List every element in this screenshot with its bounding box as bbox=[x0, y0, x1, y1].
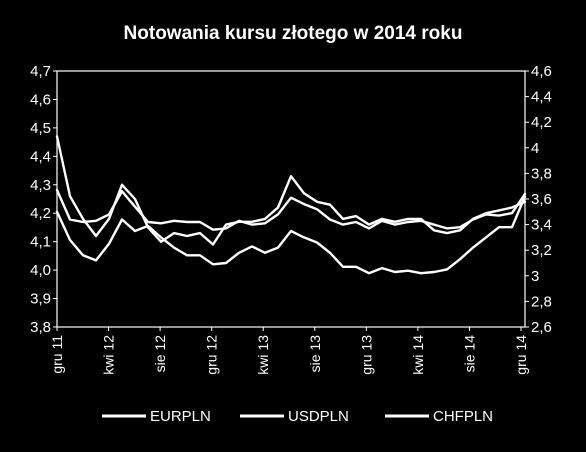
x-tick-label: sie 14 bbox=[461, 335, 477, 373]
series-usdpln-line bbox=[55, 195, 527, 275]
series-eurpln-line bbox=[55, 135, 527, 246]
right-tick-label: 4,4 bbox=[531, 89, 552, 106]
x-tick-label: gru 13 bbox=[358, 335, 374, 375]
right-tick-label: 3 bbox=[531, 268, 539, 285]
left-tick-label: 4,7 bbox=[30, 63, 51, 80]
right-tick-label: 4,2 bbox=[531, 114, 552, 131]
right-tick-label: 4,6 bbox=[531, 63, 552, 80]
chart-title: Notowania kursu złotego w 2014 roku bbox=[124, 23, 463, 44]
x-tick-label: sie 12 bbox=[152, 335, 168, 373]
x-tick-label: kwi 13 bbox=[255, 335, 271, 375]
legend: EURPLN USDPLN CHFPLN bbox=[102, 408, 493, 425]
left-axis: 3,8 3,9 4,0 4,1 4,2 4,3 4,4 4,5 4,6 4,7 bbox=[30, 63, 57, 336]
left-tick-label: 4,6 bbox=[30, 91, 51, 108]
x-tick-label: kwi 12 bbox=[101, 335, 117, 375]
x-tick-label: gru 11 bbox=[49, 335, 65, 374]
left-tick-label: 4,4 bbox=[30, 148, 51, 165]
right-tick-label: 3,8 bbox=[531, 165, 552, 182]
x-tick-label: gru 14 bbox=[513, 335, 529, 375]
right-tick-label: 3,6 bbox=[531, 191, 552, 208]
x-axis: gru 11 kwi 12 sie 12 gru 12 kwi 13 sie 13 gru … bbox=[49, 327, 529, 375]
x-tick-label: sie 13 bbox=[307, 335, 323, 373]
left-tick-label: 4,0 bbox=[30, 262, 51, 279]
left-tick-label: 4,1 bbox=[30, 234, 51, 251]
left-tick-label: 4,3 bbox=[30, 177, 51, 194]
left-tick-label: 4,5 bbox=[30, 120, 51, 137]
legend-label: EURPLN bbox=[150, 408, 211, 425]
right-tick-label: 2,8 bbox=[531, 293, 552, 310]
x-tick-label: gru 12 bbox=[204, 335, 220, 375]
right-axis: 2,6 2,8 3 3,2 3,4 3,6 3,8 4 4,2 4,4 4,6 bbox=[525, 63, 552, 336]
right-tick-label: 2,6 bbox=[531, 319, 552, 336]
series-layer bbox=[55, 135, 527, 275]
series-chfpln-line bbox=[55, 188, 527, 231]
left-tick-label: 3,9 bbox=[30, 291, 51, 308]
right-tick-label: 3,4 bbox=[531, 217, 552, 234]
legend-label: USDPLN bbox=[288, 408, 349, 425]
legend-label: CHFPLN bbox=[433, 408, 493, 425]
left-tick-label: 4,2 bbox=[30, 205, 51, 222]
x-tick-label: kwi 14 bbox=[410, 335, 426, 375]
right-tick-label: 4 bbox=[531, 140, 539, 157]
left-tick-label: 3,8 bbox=[30, 319, 51, 336]
right-tick-label: 3,2 bbox=[531, 242, 552, 259]
